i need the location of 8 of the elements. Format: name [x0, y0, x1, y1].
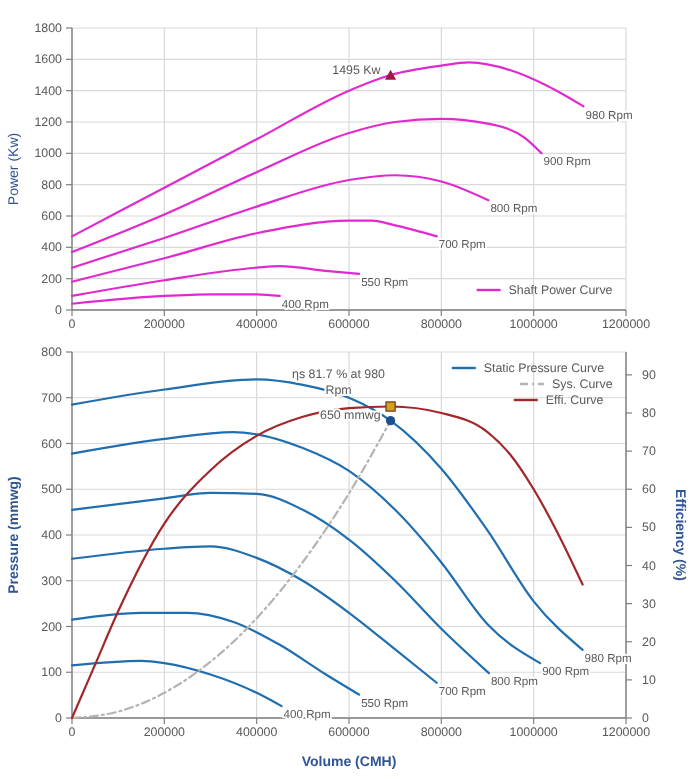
line-series [70, 545, 438, 684]
line-series [70, 659, 283, 708]
line-series [70, 611, 361, 696]
line-series [70, 430, 542, 665]
line-series [70, 117, 543, 254]
line-series [70, 174, 490, 269]
line-series [70, 491, 490, 675]
line-series [70, 265, 361, 297]
